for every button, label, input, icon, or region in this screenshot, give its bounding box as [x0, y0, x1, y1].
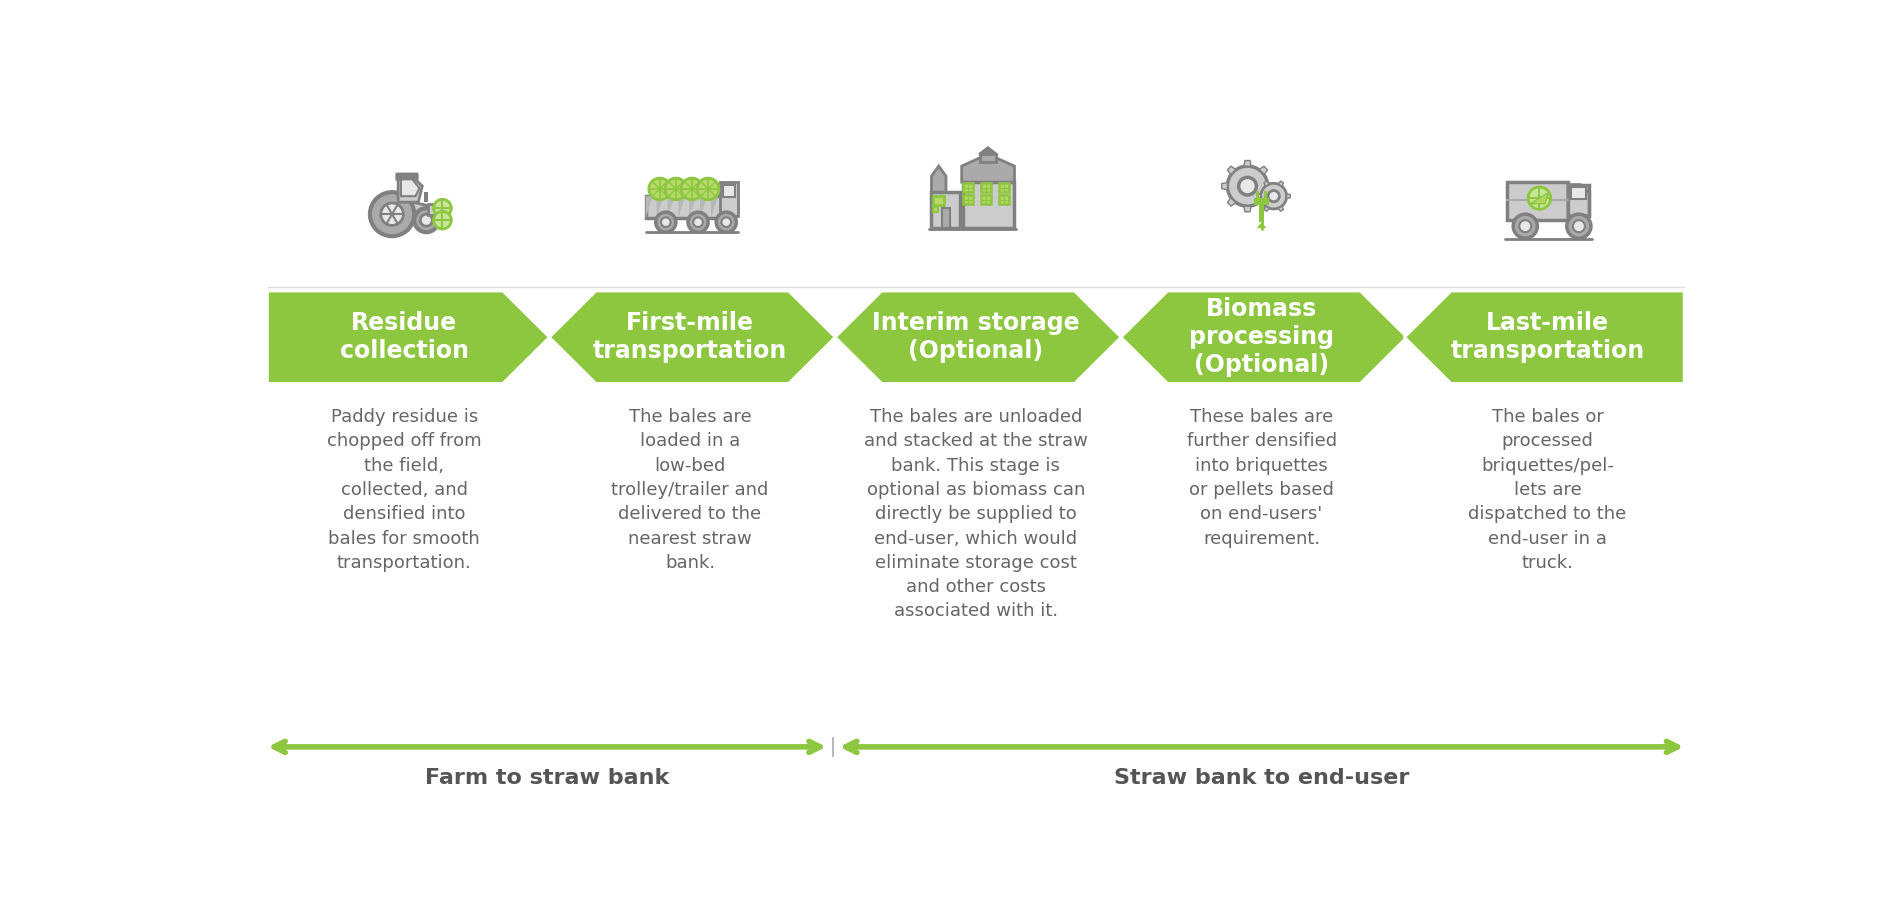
Circle shape: [1228, 166, 1268, 207]
Polygon shape: [931, 166, 946, 192]
Bar: [933, 196, 944, 205]
Bar: [724, 185, 735, 197]
Bar: [1571, 188, 1586, 199]
Text: The bales or
processed
briquettes/pel-
lets are
dispatched to the
end-user in a
: The bales or processed briquettes/pel- l…: [1468, 408, 1626, 572]
Polygon shape: [1121, 291, 1407, 383]
Polygon shape: [1243, 161, 1251, 166]
Text: Paddy residue is
chopped off from
the field,
collected, and
densified into
bales: Paddy residue is chopped off from the fi…: [327, 408, 482, 572]
Polygon shape: [1259, 198, 1268, 206]
Text: Last-mile
transportation: Last-mile transportation: [1451, 312, 1645, 363]
Circle shape: [649, 178, 670, 199]
Circle shape: [655, 212, 676, 233]
Polygon shape: [710, 196, 718, 218]
Polygon shape: [979, 147, 998, 154]
Circle shape: [369, 192, 415, 236]
Circle shape: [716, 212, 737, 233]
Polygon shape: [1243, 207, 1251, 212]
Polygon shape: [657, 196, 664, 218]
Bar: [1000, 196, 1009, 204]
Polygon shape: [1264, 207, 1270, 211]
Bar: [1259, 204, 1264, 222]
Bar: [1257, 191, 1259, 198]
Circle shape: [434, 211, 451, 229]
Polygon shape: [668, 196, 674, 218]
FancyBboxPatch shape: [396, 172, 419, 180]
Polygon shape: [1287, 194, 1291, 198]
Circle shape: [661, 217, 670, 227]
Polygon shape: [267, 291, 550, 383]
Circle shape: [1240, 177, 1257, 195]
Bar: [981, 196, 992, 204]
Bar: [428, 204, 436, 216]
Text: Farm to straw bank: Farm to straw bank: [425, 769, 668, 788]
Polygon shape: [689, 196, 697, 218]
Bar: [1508, 182, 1569, 220]
Polygon shape: [1278, 207, 1283, 211]
Polygon shape: [1264, 181, 1270, 186]
Polygon shape: [375, 202, 430, 222]
Polygon shape: [722, 196, 729, 218]
Bar: [1000, 183, 1009, 192]
Circle shape: [421, 215, 432, 226]
Bar: [1264, 191, 1268, 198]
Bar: [963, 196, 973, 204]
Polygon shape: [550, 291, 836, 383]
Circle shape: [1573, 220, 1584, 233]
Circle shape: [1529, 187, 1550, 209]
Polygon shape: [402, 180, 419, 196]
Text: Straw bank to end-user: Straw bank to end-user: [1114, 769, 1409, 788]
Circle shape: [434, 199, 451, 217]
Circle shape: [687, 212, 708, 233]
Polygon shape: [1228, 198, 1236, 206]
Text: First-mile
transportation: First-mile transportation: [592, 312, 786, 363]
Polygon shape: [398, 178, 423, 202]
Text: These bales are
further densified
into briquettes
or pellets based
on end-users': These bales are further densified into b…: [1186, 408, 1337, 548]
Polygon shape: [836, 291, 1121, 383]
Polygon shape: [1278, 181, 1283, 186]
Bar: [942, 208, 950, 228]
Bar: [981, 183, 992, 192]
Bar: [425, 192, 428, 202]
Circle shape: [697, 178, 720, 199]
Text: Residue
collection: Residue collection: [339, 312, 468, 363]
Polygon shape: [1222, 182, 1228, 189]
Bar: [933, 207, 939, 212]
Polygon shape: [1228, 166, 1236, 174]
Circle shape: [1567, 215, 1592, 238]
Polygon shape: [1259, 166, 1268, 174]
Bar: [1255, 198, 1268, 206]
Circle shape: [1268, 190, 1279, 202]
Circle shape: [415, 208, 438, 233]
Circle shape: [1519, 220, 1531, 233]
Circle shape: [693, 217, 703, 227]
Circle shape: [1514, 215, 1537, 238]
Polygon shape: [962, 154, 1015, 182]
Bar: [645, 196, 725, 218]
Polygon shape: [678, 196, 685, 218]
Polygon shape: [1257, 222, 1266, 228]
Bar: [963, 182, 1015, 228]
Circle shape: [682, 178, 703, 199]
Circle shape: [1260, 183, 1287, 209]
Bar: [981, 154, 996, 163]
Circle shape: [664, 178, 687, 199]
Text: Interim storage
(Optional): Interim storage (Optional): [872, 312, 1080, 363]
Polygon shape: [1531, 192, 1548, 204]
Text: The bales are unloaded
and stacked at the straw
bank. This stage is
optional as : The bales are unloaded and stacked at th…: [864, 408, 1087, 621]
Text: Biomass
processing
(Optional): Biomass processing (Optional): [1190, 297, 1335, 377]
Bar: [720, 182, 739, 216]
Polygon shape: [1569, 185, 1590, 216]
Polygon shape: [1268, 182, 1274, 189]
Bar: [931, 192, 960, 228]
Circle shape: [722, 217, 731, 227]
Circle shape: [381, 203, 404, 225]
Bar: [1569, 185, 1590, 216]
Polygon shape: [701, 196, 706, 218]
Text: The bales are
loaded in a
low-bed
trolley/trailer and
delivered to the
nearest s: The bales are loaded in a low-bed trolle…: [611, 408, 769, 572]
Polygon shape: [1405, 291, 1685, 383]
Polygon shape: [645, 196, 653, 218]
Polygon shape: [1257, 194, 1260, 198]
Bar: [963, 183, 973, 192]
